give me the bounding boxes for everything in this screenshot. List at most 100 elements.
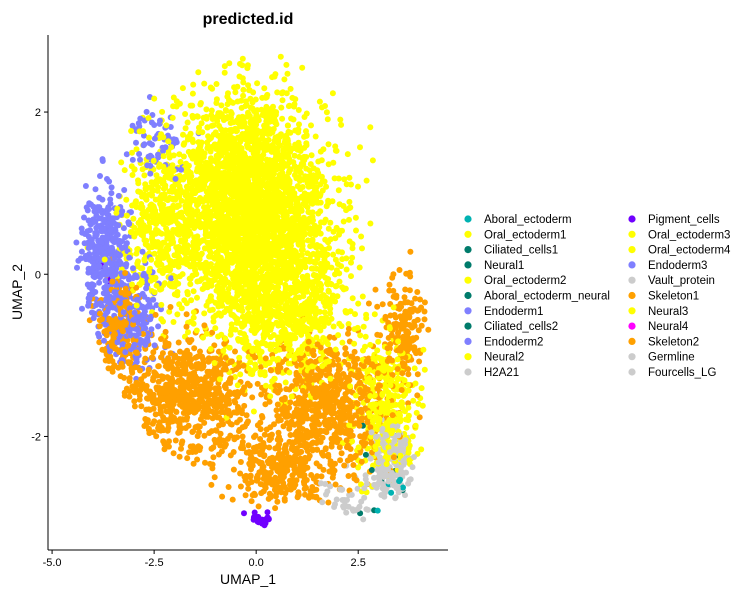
data-point bbox=[362, 451, 369, 458]
data-point bbox=[241, 510, 247, 517]
data-point bbox=[213, 81, 220, 87]
data-point bbox=[400, 392, 407, 399]
data-point bbox=[200, 114, 207, 121]
data-point bbox=[201, 80, 208, 87]
data-point bbox=[285, 122, 291, 129]
data-point bbox=[141, 132, 147, 139]
data-point bbox=[396, 267, 403, 273]
data-point bbox=[357, 332, 364, 339]
data-point bbox=[353, 227, 359, 234]
data-point bbox=[285, 103, 292, 110]
data-point bbox=[332, 460, 338, 467]
data-point bbox=[257, 419, 264, 426]
data-point bbox=[401, 294, 408, 301]
data-point bbox=[237, 371, 244, 378]
data-point bbox=[302, 491, 308, 498]
data-point bbox=[225, 484, 232, 490]
data-point bbox=[203, 106, 210, 113]
data-point bbox=[78, 248, 85, 255]
data-point bbox=[347, 204, 354, 211]
data-point bbox=[128, 209, 134, 216]
data-point bbox=[246, 382, 253, 389]
data-point bbox=[187, 443, 194, 450]
data-point bbox=[131, 166, 138, 173]
data-point bbox=[229, 496, 236, 503]
data-point bbox=[316, 98, 323, 105]
data-point bbox=[236, 354, 243, 361]
data-point bbox=[291, 152, 298, 159]
data-point bbox=[310, 347, 317, 354]
data-point bbox=[288, 115, 295, 122]
data-point bbox=[425, 326, 432, 333]
data-point bbox=[273, 407, 280, 414]
data-point bbox=[332, 147, 339, 154]
data-point bbox=[159, 108, 166, 115]
data-point bbox=[338, 450, 345, 457]
data-point bbox=[95, 330, 102, 337]
data-point bbox=[276, 441, 283, 448]
data-point bbox=[195, 69, 202, 76]
data-point bbox=[122, 234, 129, 241]
data-point bbox=[123, 196, 130, 203]
data-point bbox=[227, 109, 234, 115]
data-point bbox=[142, 355, 149, 362]
data-point bbox=[92, 230, 99, 236]
data-point bbox=[157, 117, 163, 124]
data-point bbox=[108, 190, 115, 197]
data-point bbox=[158, 316, 165, 323]
data-point bbox=[245, 442, 252, 449]
data-point bbox=[344, 151, 351, 158]
data-point bbox=[379, 301, 386, 308]
data-point bbox=[131, 398, 138, 405]
data-point bbox=[325, 161, 332, 168]
data-point bbox=[174, 311, 181, 318]
data-point bbox=[247, 95, 254, 102]
data-point bbox=[303, 110, 310, 117]
data-point bbox=[414, 316, 421, 323]
data-point bbox=[168, 275, 175, 282]
data-point bbox=[402, 286, 409, 293]
data-point bbox=[232, 89, 239, 96]
data-point bbox=[248, 466, 254, 473]
data-point bbox=[176, 453, 183, 460]
data-point bbox=[418, 322, 425, 329]
data-point bbox=[232, 348, 238, 355]
data-point bbox=[284, 70, 291, 77]
data-point bbox=[406, 287, 413, 294]
data-point bbox=[255, 503, 262, 510]
data-point bbox=[338, 323, 345, 330]
data-point bbox=[152, 196, 159, 203]
data-point bbox=[327, 236, 334, 243]
data-point bbox=[133, 139, 139, 146]
data-point bbox=[264, 342, 270, 349]
data-point bbox=[402, 492, 408, 499]
data-point bbox=[352, 392, 359, 399]
data-point bbox=[355, 464, 362, 471]
data-point bbox=[193, 327, 200, 334]
data-point bbox=[315, 210, 322, 217]
data-point bbox=[320, 466, 327, 473]
data-point bbox=[237, 459, 244, 465]
data-point bbox=[405, 412, 412, 419]
data-point bbox=[81, 214, 87, 221]
data-point bbox=[299, 64, 306, 71]
data-point bbox=[343, 509, 350, 516]
data-point bbox=[190, 460, 197, 467]
data-point bbox=[208, 481, 215, 488]
data-point bbox=[405, 387, 412, 394]
data-point bbox=[143, 237, 150, 244]
data-point bbox=[363, 311, 370, 318]
data-point bbox=[82, 183, 89, 189]
data-point bbox=[363, 177, 370, 184]
data-point bbox=[251, 434, 257, 440]
data-point bbox=[317, 344, 324, 351]
data-point bbox=[414, 371, 421, 378]
data-point bbox=[146, 140, 153, 147]
data-point bbox=[330, 361, 337, 368]
data-point bbox=[279, 97, 286, 104]
data-point bbox=[221, 63, 228, 70]
data-point bbox=[341, 176, 348, 183]
data-point bbox=[142, 186, 149, 193]
data-point bbox=[104, 176, 110, 182]
